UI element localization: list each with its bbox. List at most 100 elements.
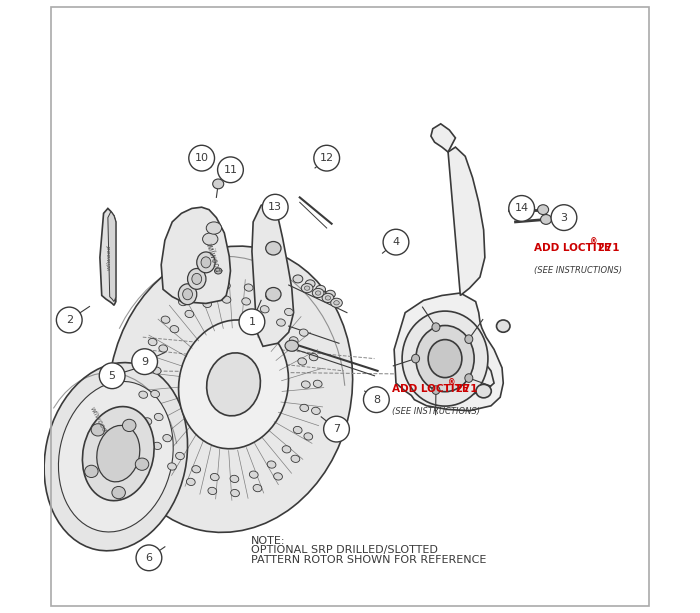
Ellipse shape [85,465,98,478]
Ellipse shape [150,390,160,398]
Text: 8: 8 [373,395,380,405]
Ellipse shape [178,299,188,306]
Text: 2: 2 [66,315,73,325]
Ellipse shape [148,338,157,346]
Ellipse shape [309,354,318,361]
Ellipse shape [249,471,258,478]
Polygon shape [394,293,503,411]
Text: 5: 5 [108,371,116,381]
Circle shape [323,416,349,442]
Text: ®: ® [448,379,456,388]
Circle shape [383,229,409,255]
Ellipse shape [274,473,282,480]
Ellipse shape [206,222,222,234]
Ellipse shape [170,326,178,333]
Ellipse shape [540,215,552,224]
Ellipse shape [112,487,125,499]
Ellipse shape [276,319,286,326]
Ellipse shape [293,427,302,433]
Ellipse shape [208,487,217,495]
Text: wilwood: wilwood [203,242,221,273]
Ellipse shape [293,275,303,283]
Ellipse shape [312,407,321,414]
Ellipse shape [135,458,149,470]
Ellipse shape [221,282,230,289]
Ellipse shape [314,380,322,387]
Ellipse shape [334,301,340,305]
Ellipse shape [304,433,313,440]
Ellipse shape [260,306,269,313]
Ellipse shape [176,452,184,460]
Text: 1: 1 [248,317,256,327]
Ellipse shape [230,475,239,482]
Ellipse shape [108,246,353,533]
Ellipse shape [161,316,170,323]
Ellipse shape [178,320,288,449]
Ellipse shape [302,381,310,388]
Polygon shape [466,363,494,395]
Ellipse shape [202,233,218,245]
Text: 4: 4 [393,237,400,247]
Ellipse shape [185,310,194,318]
Ellipse shape [312,289,324,298]
Ellipse shape [186,478,195,485]
Text: OPTIONAL SRP DRILLED/SLOTTED: OPTIONAL SRP DRILLED/SLOTTED [251,546,438,555]
Circle shape [99,363,125,389]
Ellipse shape [305,280,315,288]
Ellipse shape [282,446,291,453]
Ellipse shape [432,386,440,394]
Ellipse shape [211,473,219,481]
Ellipse shape [538,205,549,215]
Text: 13: 13 [268,202,282,212]
Ellipse shape [301,283,313,293]
Ellipse shape [300,405,309,411]
Ellipse shape [326,291,335,299]
Ellipse shape [465,374,472,383]
Circle shape [57,307,82,333]
Ellipse shape [97,425,140,482]
Text: 12: 12 [320,153,334,163]
Circle shape [314,145,340,171]
Text: 3: 3 [561,213,568,223]
Ellipse shape [298,358,307,365]
Ellipse shape [300,329,308,337]
Polygon shape [100,208,116,305]
Ellipse shape [304,286,310,291]
Ellipse shape [213,179,224,189]
Ellipse shape [267,461,276,468]
Polygon shape [431,124,456,152]
Ellipse shape [203,300,211,308]
Ellipse shape [206,353,260,416]
Ellipse shape [167,463,176,470]
Text: 271: 271 [594,243,620,253]
Ellipse shape [266,293,274,300]
Ellipse shape [465,335,472,343]
Text: 14: 14 [514,204,528,213]
Circle shape [132,349,158,375]
Polygon shape [161,207,230,303]
Ellipse shape [412,354,419,363]
Text: wilwood: wilwood [88,406,107,434]
Ellipse shape [192,466,201,473]
Ellipse shape [197,252,215,273]
Text: 10: 10 [195,153,209,163]
Ellipse shape [289,337,298,344]
Ellipse shape [201,257,211,268]
Ellipse shape [330,299,342,308]
Ellipse shape [428,340,462,378]
Ellipse shape [476,384,491,398]
Ellipse shape [316,291,321,295]
Ellipse shape [244,284,253,291]
Ellipse shape [214,268,222,274]
Ellipse shape [83,406,154,501]
Ellipse shape [199,287,208,294]
Polygon shape [252,201,293,346]
Ellipse shape [253,484,262,492]
Ellipse shape [183,289,193,300]
Ellipse shape [285,340,298,351]
Ellipse shape [432,323,440,332]
Ellipse shape [153,367,161,374]
Ellipse shape [154,413,163,421]
Circle shape [551,205,577,230]
Ellipse shape [139,391,148,398]
